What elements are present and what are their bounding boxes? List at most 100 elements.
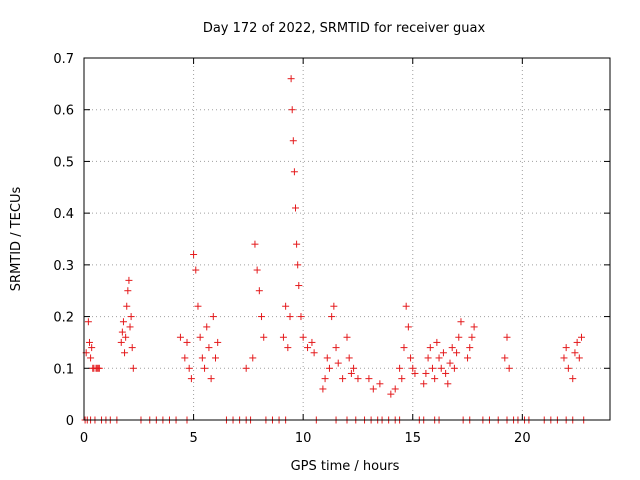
data-point xyxy=(125,276,133,284)
data-point xyxy=(192,266,200,274)
data-point xyxy=(323,354,331,362)
data-point xyxy=(212,354,219,362)
data-point xyxy=(422,369,430,377)
data-point xyxy=(194,302,202,310)
data-point xyxy=(501,354,509,362)
data-point xyxy=(442,369,450,377)
data-point xyxy=(290,168,298,176)
data-point xyxy=(87,354,95,362)
data-point xyxy=(249,354,257,362)
data-point xyxy=(404,323,412,331)
data-point xyxy=(560,354,568,362)
data-point xyxy=(391,385,399,393)
data-point xyxy=(328,313,336,321)
data-point xyxy=(332,344,340,352)
data-point xyxy=(339,375,347,383)
data-point xyxy=(453,349,461,357)
data-point xyxy=(435,354,443,362)
data-point xyxy=(201,364,209,372)
data-point xyxy=(564,364,572,372)
y-tick-label: 0.4 xyxy=(53,207,74,222)
data-point xyxy=(396,364,404,372)
data-point xyxy=(437,364,445,372)
data-point xyxy=(369,385,377,393)
data-point xyxy=(411,369,419,377)
data-point xyxy=(284,344,292,352)
data-point xyxy=(287,75,295,83)
data-point xyxy=(387,390,395,398)
data-point xyxy=(571,349,579,357)
data-point xyxy=(251,240,259,248)
data-point xyxy=(402,302,410,310)
data-point xyxy=(407,354,415,362)
data-point xyxy=(255,287,263,295)
data-point xyxy=(428,364,436,372)
data-point xyxy=(185,364,193,372)
data-point xyxy=(505,364,513,372)
data-point xyxy=(258,313,266,321)
data-point xyxy=(466,344,474,352)
y-tick-label: 0.6 xyxy=(53,104,74,119)
data-point xyxy=(129,364,137,372)
data-point xyxy=(325,364,333,372)
data-point xyxy=(308,338,316,346)
data-point xyxy=(294,261,302,269)
data-point xyxy=(286,313,294,321)
data-point xyxy=(319,385,327,393)
data-point xyxy=(209,313,217,321)
y-axis-label: SRMTID / TECUs xyxy=(9,187,24,292)
data-point xyxy=(376,380,384,388)
data-point xyxy=(578,333,586,341)
data-point xyxy=(365,375,373,383)
x-tick-label: 15 xyxy=(404,431,421,446)
data-point xyxy=(400,344,408,352)
data-point xyxy=(119,318,127,326)
data-point xyxy=(354,375,362,383)
grid-lines xyxy=(84,58,610,420)
data-point xyxy=(127,313,135,321)
data-point xyxy=(187,375,195,383)
data-point xyxy=(310,349,318,357)
data-point xyxy=(260,333,268,341)
data-point xyxy=(575,354,583,362)
data-point xyxy=(124,287,132,295)
data-point xyxy=(88,344,96,352)
data-point xyxy=(345,354,353,362)
chart-title: Day 172 of 2022, SRMTID for receiver gua… xyxy=(203,21,486,36)
data-point xyxy=(253,266,261,274)
data-point xyxy=(128,344,136,352)
data-point xyxy=(470,323,478,331)
data-point xyxy=(126,323,134,331)
data-point xyxy=(457,318,465,326)
data-point xyxy=(464,354,472,362)
x-tick-label: 0 xyxy=(80,431,88,446)
data-point xyxy=(448,344,456,352)
data-point xyxy=(190,251,198,259)
plot-frame xyxy=(83,57,611,421)
data-point xyxy=(468,333,476,341)
data-point xyxy=(398,375,406,383)
data-point xyxy=(176,333,184,341)
data-point xyxy=(450,364,458,372)
data-point xyxy=(573,338,581,346)
data-point xyxy=(347,369,355,377)
x-tick-label: 20 xyxy=(514,431,531,446)
data-points xyxy=(81,75,588,424)
data-point xyxy=(196,333,204,341)
data-point xyxy=(420,380,428,388)
data-point xyxy=(203,323,211,331)
data-point xyxy=(321,375,329,383)
data-point xyxy=(117,338,125,346)
data-point xyxy=(426,344,434,352)
data-point xyxy=(293,240,301,248)
data-point xyxy=(343,333,351,341)
data-point xyxy=(439,349,447,357)
data-point xyxy=(289,137,297,145)
data-point xyxy=(279,333,287,341)
x-axis-ticks: 0 5 10 15 20 xyxy=(80,58,531,446)
data-point xyxy=(85,338,93,346)
data-point xyxy=(424,354,432,362)
data-point xyxy=(121,349,129,357)
data-point xyxy=(446,359,454,367)
